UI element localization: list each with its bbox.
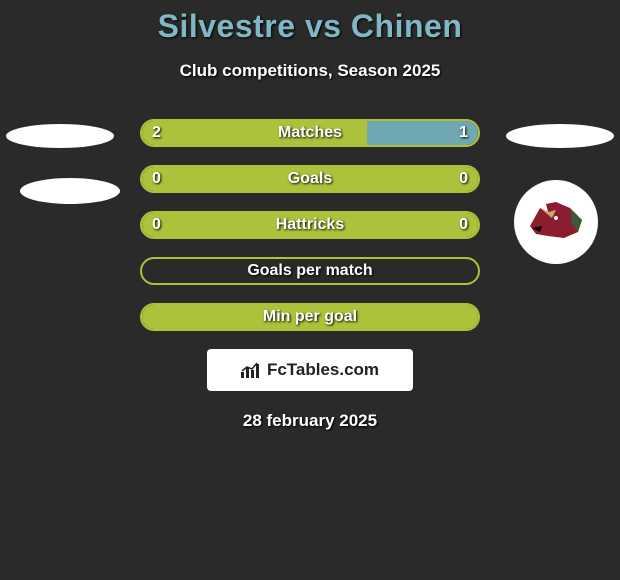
stat-bar-left bbox=[142, 167, 478, 191]
left-player-oval-1 bbox=[6, 124, 114, 148]
stat-bar-left bbox=[142, 305, 478, 329]
stat-bar bbox=[140, 119, 480, 147]
stat-row-min-per-goal: Min per goal bbox=[140, 303, 480, 331]
stat-row-hattricks: 0 Hattricks 0 bbox=[140, 211, 480, 239]
stat-bar bbox=[140, 211, 480, 239]
stat-row-goals: 0 Goals 0 bbox=[140, 165, 480, 193]
page-title: Silvestre vs Chinen bbox=[0, 8, 620, 45]
stat-value-left: 2 bbox=[152, 119, 161, 147]
stat-bar bbox=[140, 303, 480, 331]
left-player-oval-2 bbox=[20, 178, 120, 204]
stat-row-matches: 2 Matches 1 bbox=[140, 119, 480, 147]
stat-bar-left bbox=[142, 213, 478, 237]
footer-logo-text: FcTables.com bbox=[267, 360, 379, 380]
footer-logo[interactable]: FcTables.com bbox=[207, 349, 413, 391]
stat-bar bbox=[140, 257, 480, 285]
stat-bar bbox=[140, 165, 480, 193]
coyote-icon bbox=[526, 198, 586, 246]
chart-icon bbox=[241, 362, 261, 378]
footer-date: 28 february 2025 bbox=[0, 411, 620, 431]
stat-value-left: 0 bbox=[152, 165, 161, 193]
stat-bar-left bbox=[142, 121, 367, 145]
page-subtitle: Club competitions, Season 2025 bbox=[0, 61, 620, 81]
stat-value-right: 1 bbox=[459, 119, 468, 147]
stat-value-right: 0 bbox=[459, 165, 468, 193]
stat-value-left: 0 bbox=[152, 211, 161, 239]
team-badge bbox=[514, 180, 598, 264]
stat-value-right: 0 bbox=[459, 211, 468, 239]
stat-row-goals-per-match: Goals per match bbox=[140, 257, 480, 285]
right-player-oval-1 bbox=[506, 124, 614, 148]
